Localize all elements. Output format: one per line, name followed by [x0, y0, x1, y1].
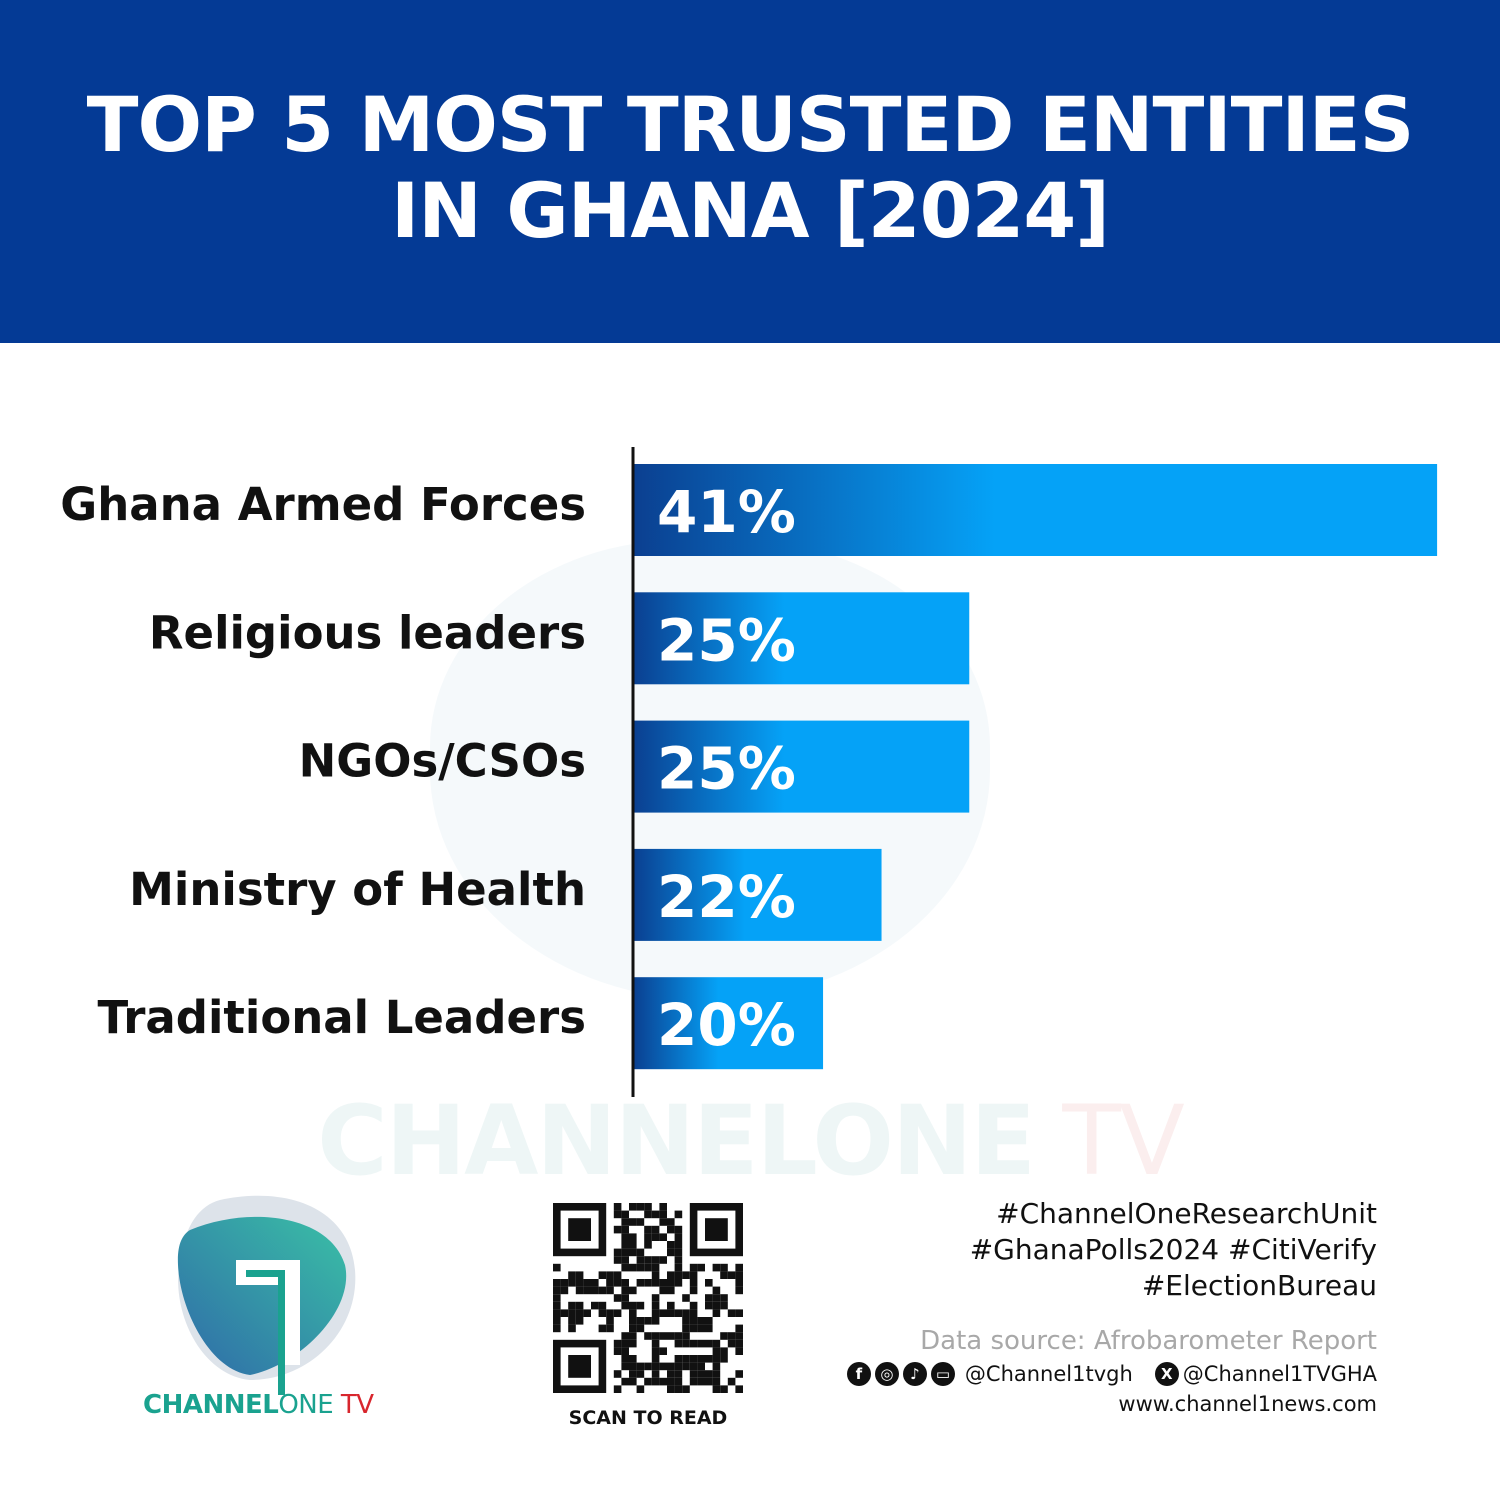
category-label: Religious leaders [149, 606, 586, 659]
footer-info: #ChannelOneResearchUnit #GhanaPolls2024 … [846, 1196, 1377, 1416]
category-label: Traditional Leaders [97, 991, 586, 1044]
title-line-2: IN GHANA [2024] [390, 166, 1110, 255]
website-link[interactable]: www.channel1news.com [1118, 1392, 1377, 1416]
category-label: Ministry of Health [129, 863, 586, 916]
category-label: NGOs/CSOs [299, 735, 586, 788]
qr-caption: SCAN TO READ [568, 1407, 728, 1429]
bar [633, 720, 970, 813]
facebook-icon[interactable]: f [846, 1362, 871, 1386]
bar [633, 977, 824, 1070]
header-banner: TOP 5 MOST TRUSTED ENTITIES IN GHANA [20… [0, 0, 1500, 343]
x-icon[interactable]: X [1154, 1362, 1179, 1386]
data-source: Data source: Afrobarometer Report [920, 1326, 1377, 1356]
hashtag-line: #ElectionBureau [1141, 1269, 1377, 1302]
qr-code[interactable] [553, 1203, 743, 1393]
title-line-1: TOP 5 MOST TRUSTED ENTITIES [86, 80, 1415, 169]
category-label: Ghana Armed Forces [60, 478, 586, 531]
bar [633, 464, 1438, 556]
tiktok-icon[interactable]: ♪ [902, 1362, 927, 1386]
logo-wordmark: CHANNELONE TV [143, 1390, 374, 1420]
bar-value-label: 22% [657, 863, 796, 931]
social-handle[interactable]: @Channel1tvgh [964, 1362, 1133, 1386]
youtube-icon[interactable]: ▭ [930, 1362, 955, 1386]
watermark-text: CHANNELONE TV [317, 1085, 1184, 1197]
bar [633, 592, 970, 685]
hashtag-line: #GhanaPolls2024 #CitiVerify [969, 1233, 1377, 1266]
bar-value-label: 20% [657, 991, 796, 1059]
page-title: TOP 5 MOST TRUSTED ENTITIES IN GHANA [20… [0, 82, 1500, 254]
x-handle[interactable]: @Channel1TVGHA [1182, 1362, 1377, 1386]
bar [633, 848, 882, 941]
bar-value-label: 41% [657, 478, 796, 546]
instagram-icon[interactable]: ◎ [874, 1362, 899, 1386]
bar-value-label: 25% [657, 735, 796, 803]
hashtag-line: #ChannelOneResearchUnit [996, 1197, 1377, 1230]
bar-value-label: 25% [657, 606, 796, 674]
channel-one-logo [177, 1195, 356, 1395]
